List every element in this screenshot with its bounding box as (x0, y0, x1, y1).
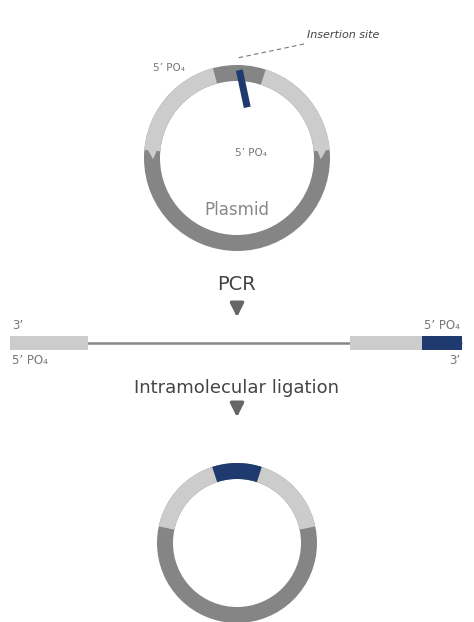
Text: 3’: 3’ (12, 319, 23, 332)
Circle shape (144, 65, 330, 251)
Polygon shape (146, 147, 157, 159)
Text: Insertion site: Insertion site (307, 30, 379, 40)
Polygon shape (257, 467, 315, 530)
Text: Plasmid: Plasmid (204, 201, 270, 219)
Circle shape (173, 479, 301, 607)
Polygon shape (159, 467, 217, 530)
Bar (10, 336, 88, 350)
Text: 5’ PO₄: 5’ PO₄ (12, 354, 48, 367)
Bar (236, 70, 251, 108)
Polygon shape (317, 147, 328, 159)
Text: 3’: 3’ (449, 354, 460, 367)
Polygon shape (145, 68, 217, 151)
Circle shape (160, 81, 314, 235)
Circle shape (157, 463, 317, 622)
Text: 5’ PO₄: 5’ PO₄ (235, 148, 267, 158)
Bar (350, 336, 422, 350)
Bar (422, 336, 462, 350)
Text: 5’ PO₄: 5’ PO₄ (153, 63, 185, 73)
Text: Intramolecular ligation: Intramolecular ligation (135, 379, 339, 397)
Text: 5’ PO₄: 5’ PO₄ (424, 319, 460, 332)
Polygon shape (212, 463, 262, 482)
Polygon shape (261, 70, 329, 151)
Text: PCR: PCR (218, 276, 256, 294)
